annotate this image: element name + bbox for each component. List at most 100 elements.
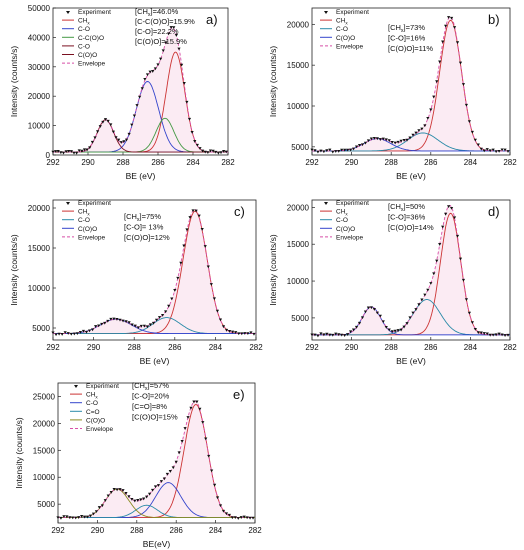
experiment-point xyxy=(170,297,174,301)
x-tick-label: 288 xyxy=(116,158,130,167)
experiment-point xyxy=(343,148,347,152)
experiment-point xyxy=(151,321,156,325)
experiment-point xyxy=(343,334,347,337)
experiment-point xyxy=(441,40,445,44)
experiment-point xyxy=(313,333,317,337)
experiment-point xyxy=(331,150,335,154)
experiment-point xyxy=(78,331,83,334)
experiment-point xyxy=(209,283,213,286)
experiment-point xyxy=(485,332,489,336)
x-tick-label: 292 xyxy=(51,526,65,535)
y-tick-label: 20000 xyxy=(28,92,51,101)
y-tick-label: 50000 xyxy=(28,4,51,13)
y-tick-label: 30000 xyxy=(28,63,51,72)
experiment-point xyxy=(444,24,448,28)
experiment-point xyxy=(366,306,371,310)
experiment-point xyxy=(224,150,228,154)
y-tick-label: 5000 xyxy=(291,314,309,323)
experiment-point xyxy=(100,322,104,326)
experiment-point xyxy=(488,333,492,337)
experiment-point xyxy=(111,130,115,134)
x-tick-label: 282 xyxy=(221,158,235,167)
x-axis-label: BE (eV) xyxy=(126,171,156,181)
experiment-point xyxy=(252,332,256,336)
experiment-point xyxy=(399,139,403,143)
y-axis-label: Intensity (counts/s) xyxy=(14,417,24,489)
experiment-point xyxy=(206,265,210,269)
experiment-point xyxy=(117,138,121,142)
legend-label: Experiment xyxy=(336,9,369,16)
experiment-point xyxy=(334,150,338,153)
experiment-point xyxy=(112,488,116,491)
legend-label: C=O xyxy=(86,409,100,416)
y-tick-label: 20000 xyxy=(287,203,310,212)
experiment-point xyxy=(154,318,159,322)
experiment-point xyxy=(476,331,480,335)
experiment-point xyxy=(390,141,394,144)
experiment-point xyxy=(411,311,415,315)
experiment-point xyxy=(121,319,125,323)
plot-frame xyxy=(52,199,257,341)
experiment-point xyxy=(470,321,474,325)
experiment-point xyxy=(124,320,128,324)
experiment-point xyxy=(242,515,246,519)
x-axis-label: BE (eV) xyxy=(140,356,170,366)
experiment-point xyxy=(221,325,226,329)
experiment-point xyxy=(173,289,177,292)
panel-label: b) xyxy=(488,12,500,27)
experiment-point xyxy=(230,516,234,520)
x-axis-label: BE (eV) xyxy=(396,171,426,181)
experiment-point xyxy=(417,303,421,307)
experiment-point xyxy=(473,138,477,142)
experiment-point xyxy=(90,328,95,332)
experiment-point xyxy=(142,324,146,328)
legend-label: CHx xyxy=(336,18,348,26)
experiment-point xyxy=(351,147,356,151)
experiment-point xyxy=(405,322,409,325)
experiment-point xyxy=(369,137,373,141)
experiment-point xyxy=(354,145,359,149)
y-tick-label: 20000 xyxy=(28,204,51,213)
experiment-point xyxy=(67,150,71,153)
experiment-point xyxy=(316,150,320,154)
experiment-point xyxy=(494,333,498,337)
chart-panel-d: 292 290 288 286 284 282 5000 10000 15000 20000 BE … xyxy=(268,199,517,366)
legend-label: Experiment xyxy=(86,383,119,390)
experiment-point xyxy=(455,41,460,45)
panel-label: e) xyxy=(233,387,245,402)
legend-label: Envelope xyxy=(78,234,105,241)
experiment-point xyxy=(87,329,92,333)
experiment-point xyxy=(325,149,329,153)
experiment-point xyxy=(387,139,391,143)
experiment-point xyxy=(473,327,477,331)
experiment-point xyxy=(97,324,101,328)
experiment-point xyxy=(228,330,232,333)
legend-label: C-O xyxy=(78,217,90,224)
experiment-point xyxy=(423,124,427,128)
experiment-point xyxy=(408,316,412,320)
experiment-point xyxy=(135,104,139,107)
experiment-point xyxy=(346,333,350,336)
x-tick-label: 282 xyxy=(503,343,517,352)
annotation-text: [C(O)O]=12% xyxy=(124,233,170,242)
experiment-point xyxy=(54,333,58,337)
experiment-point xyxy=(503,148,507,152)
envelope-fill xyxy=(53,27,228,153)
x-tick-label: 288 xyxy=(130,526,144,535)
legend-marker-experiment xyxy=(324,202,328,205)
experiment-point xyxy=(139,498,143,502)
experiment-point xyxy=(115,488,119,492)
experiment-point xyxy=(485,148,489,151)
experiment-point xyxy=(124,138,129,142)
y-tick-label: 10000 xyxy=(28,284,51,293)
experiment-point xyxy=(467,311,472,315)
x-tick-label: 282 xyxy=(248,526,262,535)
envelope-fill xyxy=(53,209,256,334)
experiment-point xyxy=(145,325,149,329)
experiment-point xyxy=(59,516,63,520)
experiment-point xyxy=(192,400,196,404)
annotation-text: [CHx]=73% xyxy=(388,23,425,34)
experiment-point xyxy=(369,306,373,310)
experiment-point xyxy=(109,123,113,127)
